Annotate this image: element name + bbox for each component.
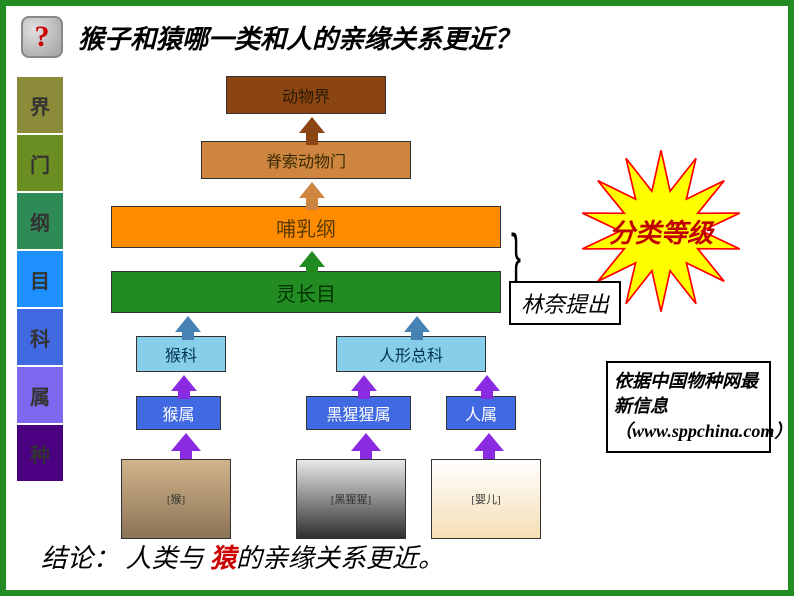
species-photo: [黑猩猩] — [296, 459, 406, 539]
ladder-level: 门 — [16, 134, 64, 192]
arrow-up-icon — [474, 375, 500, 399]
ladder-level: 目 — [16, 250, 64, 308]
arrow-up-icon — [351, 375, 377, 399]
conclusion-prefix: 结论： 人类与 — [41, 544, 210, 573]
arrow-up-icon — [299, 251, 325, 275]
ladder-level: 科 — [16, 308, 64, 366]
conclusion-suffix: 的亲缘关系更近。 — [236, 544, 444, 573]
taxon-box-phylum: 脊索动物门 — [201, 141, 411, 179]
taxon-box-kingdom: 动物界 — [226, 76, 386, 114]
ladder-level: 界 — [16, 76, 64, 134]
arrow-up-icon — [175, 316, 201, 340]
arrow-up-icon — [474, 433, 504, 461]
taxon-box-order: 灵长目 — [111, 271, 501, 313]
header: ? 猴子和猿哪一类和人的亲缘关系更近？ — [6, 6, 788, 63]
taxon-box-family2: 人形总科 — [336, 336, 486, 372]
taxon-box-genus1: 猴属 — [136, 396, 221, 430]
species-photo: [婴儿] — [431, 459, 541, 539]
arrow-up-icon — [299, 182, 325, 210]
taxon-box-genus3: 人属 — [446, 396, 516, 430]
conclusion-answer: 猿 — [210, 544, 236, 573]
ladder-level: 属 — [16, 366, 64, 424]
hierarchy-diagram: 动物界脊索动物门哺乳纲灵长目猴科人形总科猴属黑猩猩属人属[猴][黑猩猩][婴儿] — [71, 71, 571, 511]
ladder-level: 纲 — [16, 192, 64, 250]
arrow-up-icon — [404, 316, 430, 340]
taxonomy-ladder: 界门纲目科属种 — [16, 76, 64, 482]
arrow-up-icon — [171, 433, 201, 461]
arrow-up-icon — [171, 375, 197, 399]
page-title: 猴子和猿哪一类和人的亲缘关系更近？ — [78, 19, 520, 56]
taxon-box-class: 哺乳纲 — [111, 206, 501, 248]
species-photo: [猴] — [121, 459, 231, 539]
question-icon: ? — [21, 16, 63, 58]
brace: } — [511, 221, 521, 290]
conclusion: 结论： 人类与 猿的亲缘关系更近。 — [41, 538, 444, 575]
arrow-up-icon — [351, 433, 381, 461]
linnaeus-annotation: 林奈提出 — [509, 281, 621, 325]
source-note: 依据中国物种网最新信息（www.sppchina.com） — [606, 361, 771, 453]
taxon-box-genus2: 黑猩猩属 — [306, 396, 411, 430]
taxon-box-family1: 猴科 — [136, 336, 226, 372]
ladder-level: 种 — [16, 424, 64, 482]
arrow-up-icon — [299, 117, 325, 145]
main-area: 界门纲目科属种 动物界脊索动物门哺乳纲灵长目猴科 人形总科猴属 黑猩猩属 人属 [猴] [… — [16, 71, 786, 541]
